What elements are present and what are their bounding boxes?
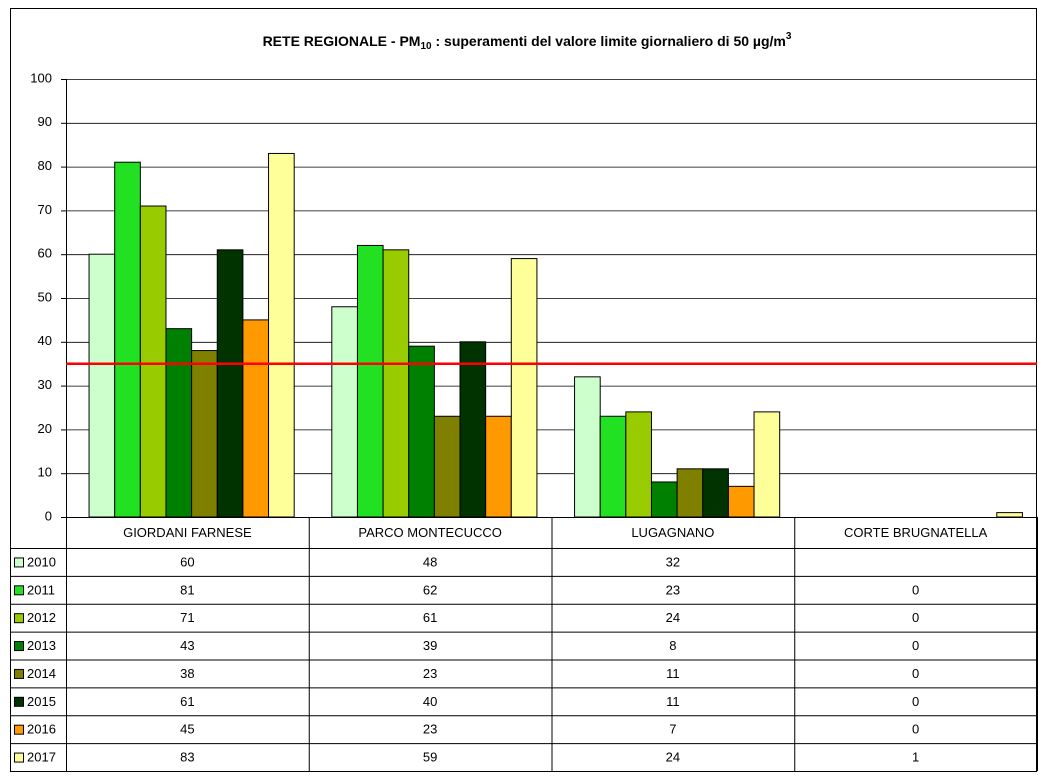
- table-value: 38: [180, 666, 194, 681]
- bar: [139, 205, 167, 518]
- bar: [599, 415, 627, 518]
- legend-label: 2015: [27, 694, 56, 709]
- legend-label: 2012: [27, 610, 56, 625]
- y-tick-label: 20: [38, 421, 52, 436]
- table-value: 8: [669, 638, 676, 653]
- table-value: 71: [180, 610, 194, 625]
- table-value: 62: [423, 582, 437, 597]
- table-value: 7: [669, 722, 676, 737]
- bar: [650, 481, 678, 518]
- bar: [382, 249, 410, 518]
- bar: [268, 152, 295, 518]
- y-tick-label: 0: [45, 508, 52, 523]
- table-value: 0: [912, 582, 919, 597]
- bar: [485, 415, 512, 518]
- table-value: 0: [912, 610, 919, 625]
- bar: [996, 512, 1023, 518]
- table-value: 23: [423, 722, 437, 737]
- bar: [433, 415, 461, 518]
- bar: [408, 345, 435, 518]
- table-value: 43: [180, 638, 194, 653]
- table-value: 81: [180, 582, 194, 597]
- table-value: 45: [180, 722, 194, 737]
- legend-swatch: [14, 613, 24, 624]
- bar: [114, 161, 141, 518]
- legend-label: 2017: [27, 750, 56, 765]
- legend-label: 2011: [27, 582, 55, 597]
- legend-label: 2016: [27, 722, 56, 737]
- legend-label: 2014: [27, 666, 56, 681]
- y-tick-label: 90: [38, 114, 52, 129]
- legend-swatch: [14, 585, 24, 596]
- legend-label: 2013: [27, 638, 56, 653]
- legend-swatch: [14, 696, 24, 707]
- y-tick-label: 70: [38, 202, 52, 217]
- table-value: 0: [912, 638, 919, 653]
- legend-swatch: [14, 641, 24, 652]
- y-tick-label: 60: [38, 246, 52, 261]
- table-value: 32: [666, 554, 680, 569]
- table-value: 60: [180, 554, 194, 569]
- bar: [459, 341, 487, 518]
- bar: [625, 411, 652, 518]
- table-value: 40: [423, 694, 437, 709]
- table-value: 59: [423, 750, 437, 765]
- table-value: 11: [666, 694, 680, 709]
- bar: [165, 328, 193, 518]
- table-value: 24: [666, 750, 680, 765]
- y-tick-label: 80: [38, 158, 52, 173]
- table-value: 0: [912, 722, 919, 737]
- bar: [702, 468, 729, 518]
- table-value: 24: [666, 610, 680, 625]
- y-tick-label: 50: [38, 289, 52, 304]
- table-value: 0: [912, 694, 919, 709]
- table-value: 83: [180, 750, 194, 765]
- bar: [356, 244, 384, 518]
- legend-swatch: [14, 557, 24, 568]
- bar: [753, 411, 781, 518]
- table-value: 39: [423, 638, 437, 653]
- legend-swatch: [14, 724, 24, 735]
- table-value: 48: [423, 554, 437, 569]
- x-tick-label: CORTE BRUGNATELLA: [844, 525, 988, 540]
- table-value: 0: [912, 666, 919, 681]
- bar: [676, 468, 704, 518]
- table-value: 61: [180, 694, 194, 709]
- bar: [574, 376, 601, 518]
- table-value: 23: [666, 582, 680, 597]
- bar: [242, 319, 270, 518]
- y-tick-label: 10: [38, 465, 52, 480]
- bar: [191, 350, 218, 518]
- bar: [510, 258, 538, 518]
- y-tick-label: 40: [38, 333, 52, 348]
- table-value: 1: [912, 750, 919, 765]
- y-tick-label: 100: [30, 70, 52, 85]
- table-value: 23: [423, 666, 437, 681]
- bar: [216, 249, 244, 518]
- legend-label: 2010: [27, 554, 56, 569]
- table-value: 11: [666, 666, 680, 681]
- table-value: 61: [423, 610, 437, 625]
- legend-swatch: [14, 668, 24, 679]
- x-tick-label: LUGAGNANO: [631, 525, 714, 540]
- x-tick-label: PARCO MONTECUCCO: [358, 525, 501, 540]
- chart-title: RETE REGIONALE - PM10 : superamenti del …: [263, 31, 792, 52]
- legend-swatch: [14, 752, 24, 763]
- x-tick-label: GIORDANI FARNESE: [123, 525, 252, 540]
- bar: [727, 485, 755, 518]
- y-tick-label: 30: [38, 377, 52, 392]
- bar: [331, 306, 358, 518]
- bar: [88, 253, 116, 518]
